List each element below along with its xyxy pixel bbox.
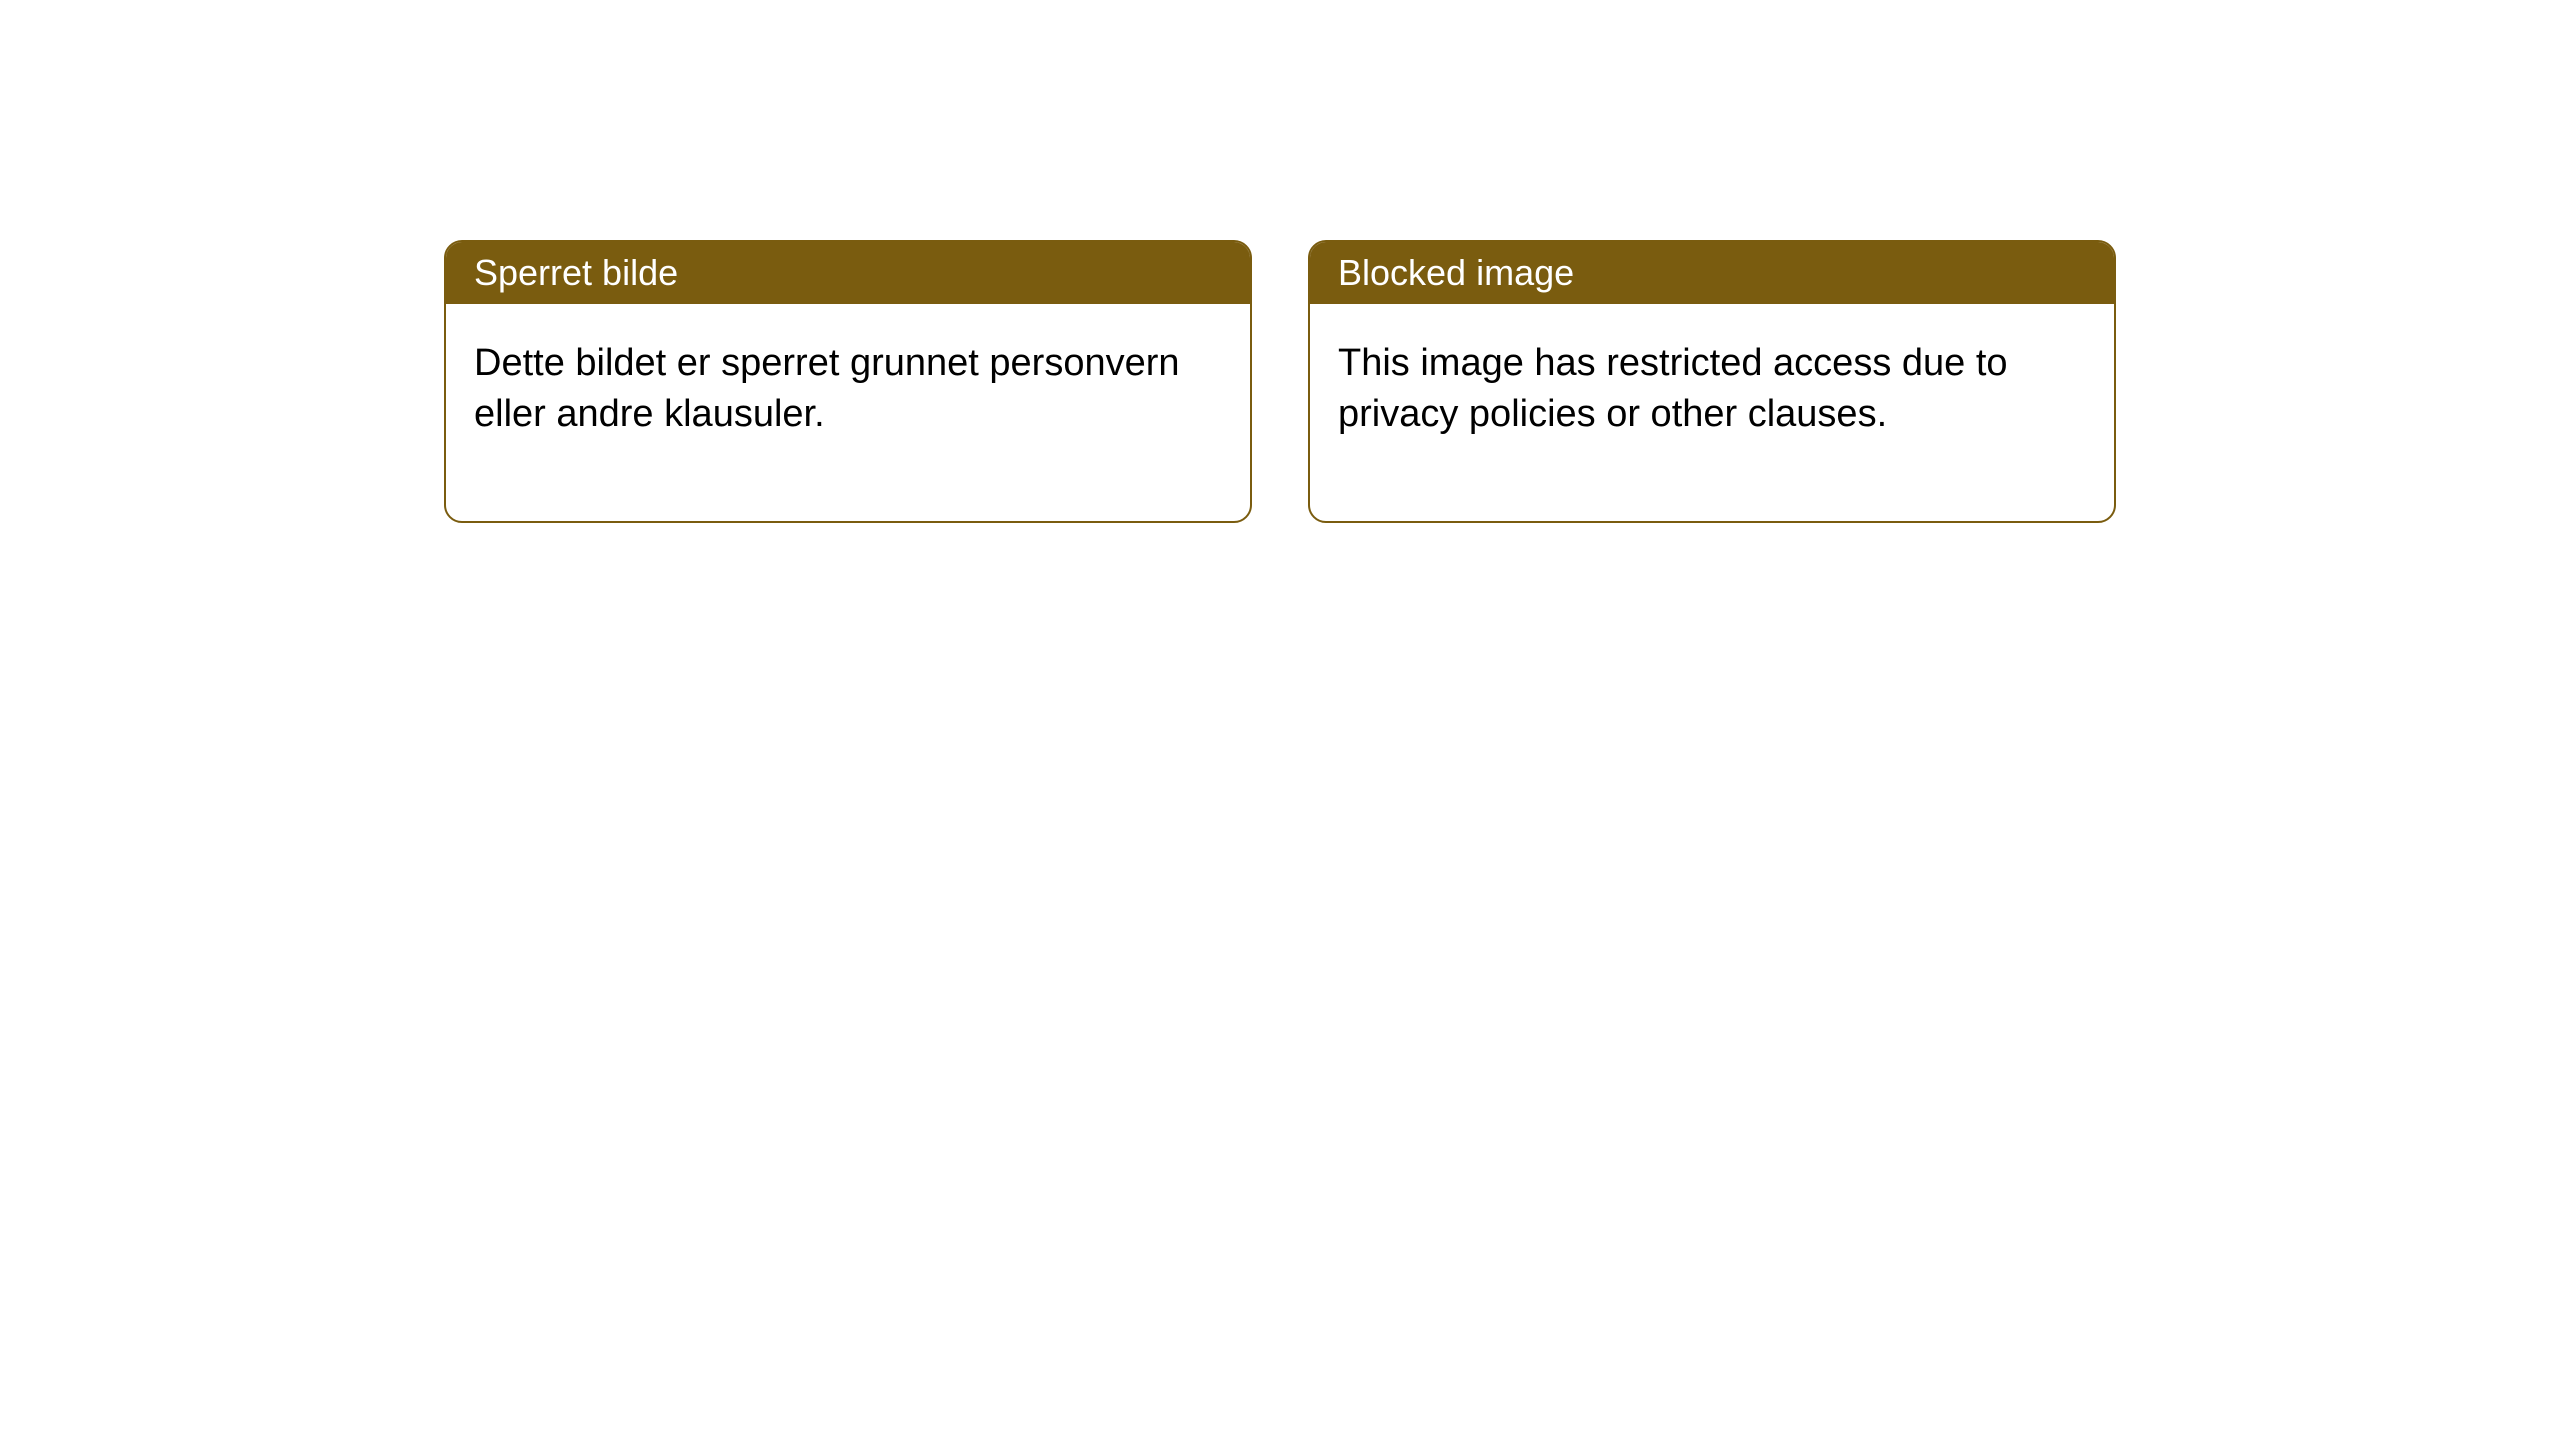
notice-message-no: Dette bildet er sperret grunnet personve… <box>446 304 1250 521</box>
blocked-image-notice-no: Sperret bilde Dette bildet er sperret gr… <box>444 240 1252 523</box>
notice-container: Sperret bilde Dette bildet er sperret gr… <box>0 240 2560 523</box>
blocked-image-notice-en: Blocked image This image has restricted … <box>1308 240 2116 523</box>
notice-title-en: Blocked image <box>1310 242 2114 304</box>
notice-title-no: Sperret bilde <box>446 242 1250 304</box>
notice-message-en: This image has restricted access due to … <box>1310 304 2114 521</box>
